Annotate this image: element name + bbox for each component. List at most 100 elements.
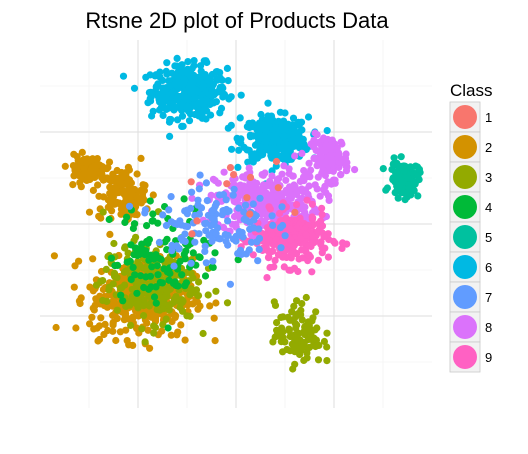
point-class-4 [165,276,173,284]
point-class-9 [320,233,328,241]
point-class-2 [210,314,218,322]
point-class-3 [159,321,167,329]
point-class-2 [95,335,104,344]
point-class-6 [142,73,150,81]
point-class-8 [337,170,345,179]
point-class-3 [183,312,191,320]
point-class-6 [202,96,210,104]
point-class-4 [180,250,188,258]
point-class-7 [167,193,175,201]
point-class-2 [144,326,152,334]
legend-swatch-3 [453,165,477,189]
point-class-2 [78,148,86,156]
point-class-2 [103,165,111,173]
point-class-5 [415,165,423,173]
point-class-7 [170,262,178,270]
point-class-4 [201,272,210,280]
point-class-8 [268,197,276,205]
point-class-3 [160,305,168,313]
point-class-2 [124,163,132,171]
point-class-6 [236,114,244,122]
point-class-2 [52,323,60,332]
point-class-7 [155,238,163,246]
point-class-6 [178,68,186,76]
point-class-3 [307,333,315,341]
point-class-6 [224,124,232,132]
point-class-1 [246,210,254,218]
point-class-7 [255,225,263,233]
point-class-7 [276,224,285,232]
point-class-6 [119,72,128,80]
point-class-9 [305,251,313,259]
point-class-4 [178,271,186,279]
point-class-9 [308,268,316,276]
point-class-2 [91,301,99,309]
point-class-3 [186,268,194,276]
point-class-4 [137,272,145,280]
point-class-7 [159,211,167,219]
point-class-3 [187,285,195,293]
point-class-3 [140,312,148,320]
point-class-7 [202,179,210,187]
point-class-6 [268,167,276,175]
point-class-4 [209,263,217,271]
point-class-6 [173,95,181,103]
point-class-3 [92,281,101,289]
point-class-2 [127,315,135,323]
point-class-9 [296,235,305,243]
point-class-1 [272,157,281,166]
point-class-6 [203,107,211,115]
point-class-2 [95,212,103,220]
point-class-2 [86,320,94,328]
point-class-6 [264,99,272,107]
point-class-2 [133,211,141,219]
point-class-8 [291,152,299,160]
point-class-2 [70,283,78,291]
point-class-1 [193,217,201,225]
point-class-8 [249,185,257,193]
point-class-4 [154,271,162,279]
point-class-9 [293,201,301,209]
legend: Class 1 2 3 4 5 6 7 8 9 [449,81,493,373]
point-class-5 [396,163,405,171]
point-class-9 [264,247,272,255]
point-class-2 [181,336,189,344]
point-class-3 [281,338,289,346]
point-class-8 [298,149,306,157]
point-class-6 [199,82,207,90]
point-class-4 [121,218,129,226]
point-class-8 [313,185,321,193]
point-class-8 [305,182,313,190]
point-class-7 [195,230,203,238]
point-class-7 [165,206,173,214]
chart-title: Rtsne 2D plot of Products Data [85,8,389,33]
point-class-6 [185,117,194,125]
point-class-2 [85,208,94,216]
point-class-4 [135,250,143,258]
point-class-6 [264,112,272,120]
legend-title: Class [450,81,493,100]
point-class-2 [84,157,92,165]
point-class-7 [254,257,262,265]
point-class-8 [313,131,321,139]
point-class-3 [285,325,293,333]
point-class-6 [257,110,265,119]
point-class-3 [176,299,184,307]
point-class-6 [243,146,251,154]
point-class-8 [313,162,321,170]
point-class-3 [291,360,299,368]
point-class-8 [316,192,324,200]
point-class-6 [145,89,153,97]
point-class-7 [168,247,176,255]
point-class-6 [251,150,259,158]
point-class-2 [172,312,180,320]
point-class-6 [237,139,245,147]
point-class-2 [72,324,80,332]
point-class-7 [162,221,170,230]
point-class-8 [279,190,287,198]
legend-label-9: 9 [485,350,492,365]
point-class-7 [212,229,220,238]
point-class-6 [173,62,181,70]
point-class-6 [263,144,271,152]
